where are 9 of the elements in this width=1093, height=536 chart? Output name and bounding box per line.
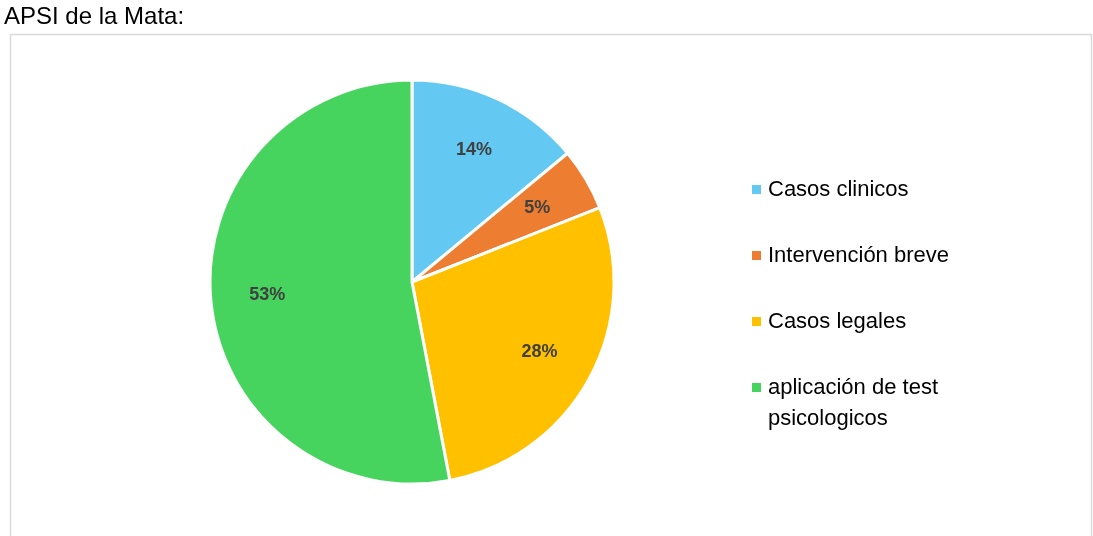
legend-label: Casos legales (768, 307, 907, 333)
data-label: 14% (455, 139, 492, 160)
data-label: 53% (249, 284, 286, 305)
legend-label: Casos clinicos (768, 175, 909, 201)
data-label: 28% (521, 340, 558, 361)
legend-label: aplicación de test psicologicos (768, 373, 938, 430)
chart-title: APSI de la Mata: (4, 2, 185, 29)
data-label: 5% (524, 196, 551, 217)
legend-label: Intervención breve (768, 241, 949, 267)
